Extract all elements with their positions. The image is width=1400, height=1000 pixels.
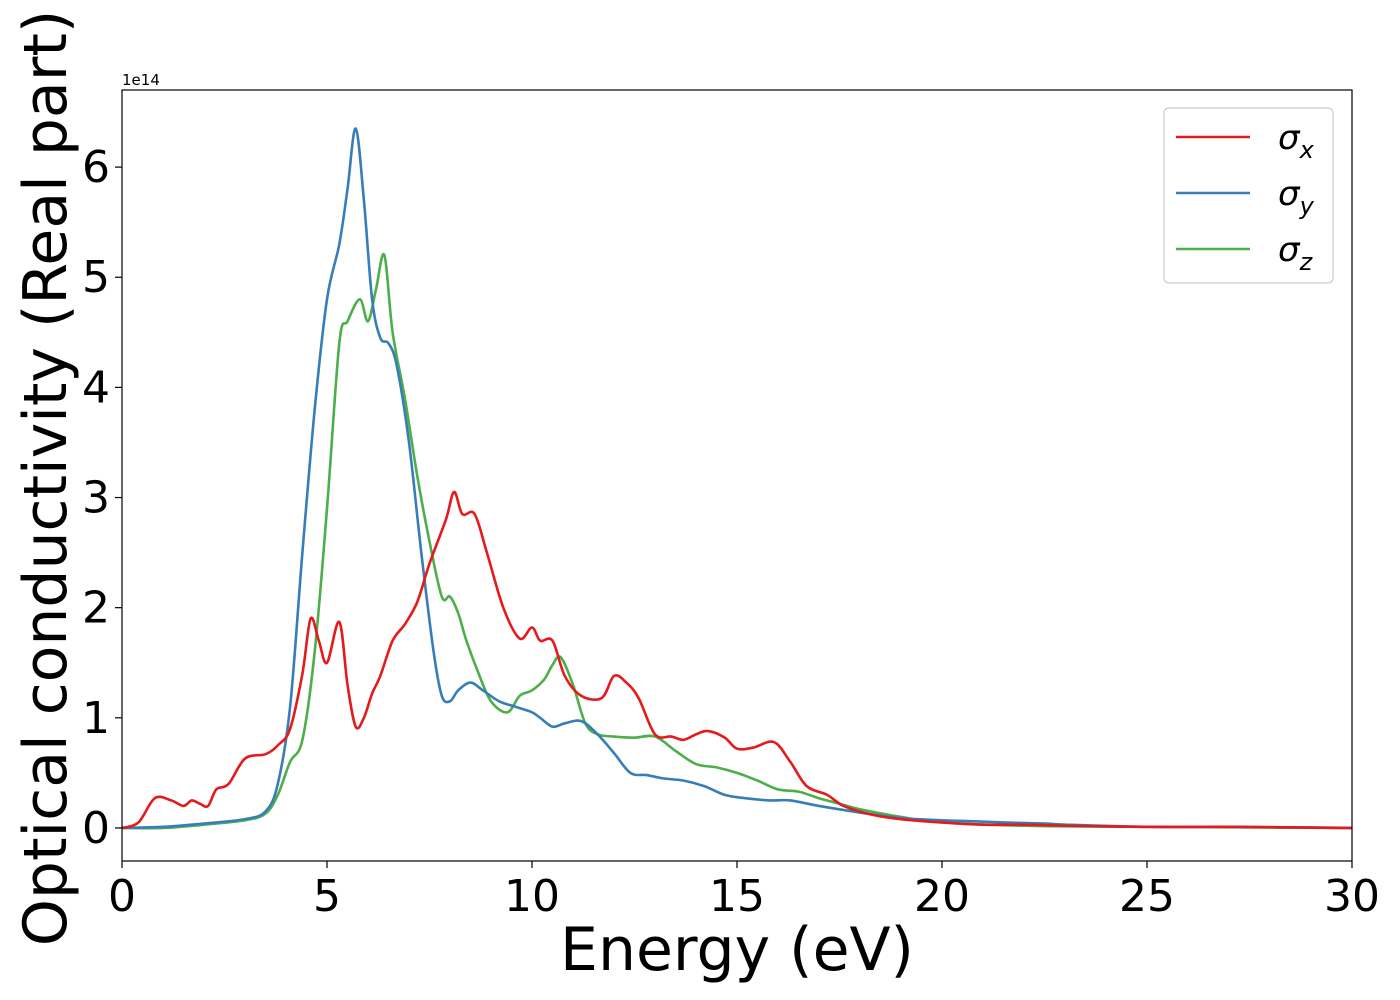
y-axis-title: Optical conductivity (Real part) — [11, 10, 81, 947]
y-tick-label: 5 — [82, 252, 110, 303]
y-tick-label: 1 — [82, 693, 110, 744]
y-tick-label: 2 — [82, 583, 110, 634]
x-tick-label: 25 — [1119, 871, 1175, 922]
legend-symbol: σ — [1278, 174, 1301, 214]
x-axis-title: Energy (eV) — [560, 915, 914, 985]
legend-frame — [1163, 107, 1334, 284]
plot-background — [122, 90, 1352, 861]
legend-subscript: y — [1299, 192, 1315, 220]
legend-label-sigma-y: σy — [1278, 174, 1315, 220]
x-tick-label: 20 — [914, 871, 970, 922]
y-offset-label: 1e14 — [122, 71, 160, 89]
x-tick-label: 10 — [504, 871, 560, 922]
legend-subscript: x — [1299, 136, 1315, 164]
x-tick-label: 30 — [1324, 871, 1380, 922]
x-tick-label: 0 — [108, 871, 136, 922]
y-tick-label: 0 — [82, 803, 110, 854]
legend-symbol: σ — [1278, 118, 1301, 158]
legend-subscript: z — [1299, 248, 1314, 276]
series-line-sigma-z — [121, 252, 1353, 830]
y-axis-ticks: 0 1 2 3 4 5 6 — [82, 142, 122, 854]
y-tick-label: 6 — [82, 142, 110, 193]
series-line-sigma-x — [121, 490, 1353, 830]
y-tick-label: 3 — [82, 473, 110, 524]
y-tick-label: 4 — [82, 362, 110, 413]
series-layer — [121, 127, 1353, 830]
legend-label-sigma-z: σz — [1278, 230, 1314, 276]
x-tick-label: 15 — [709, 871, 765, 922]
x-tick-label: 5 — [313, 871, 341, 922]
x-axis-ticks: 0 5 10 15 20 25 30 — [108, 861, 1380, 922]
legend-label-sigma-x: σx — [1278, 118, 1315, 164]
legend-symbol: σ — [1278, 230, 1301, 270]
